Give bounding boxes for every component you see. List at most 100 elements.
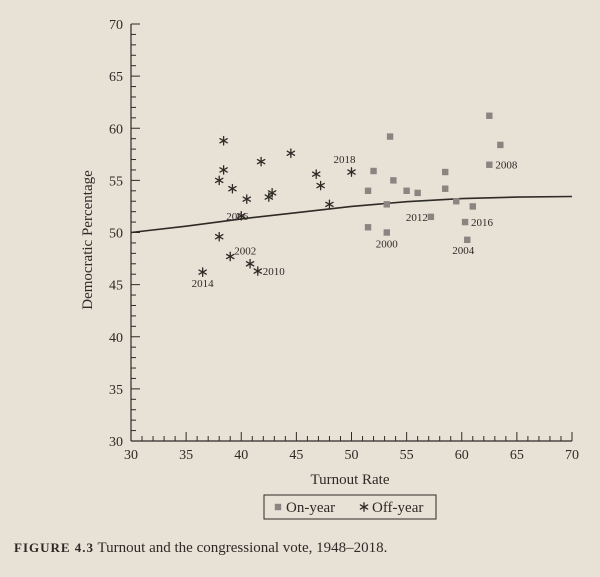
off-year-point [228, 183, 237, 194]
figure-caption-text: Turnout and the congressional vote, 1948… [97, 540, 388, 556]
asterisk-stroke [316, 182, 325, 189]
x-tick-label: 35 [179, 448, 193, 463]
on-year-point [453, 198, 460, 205]
on-year-point [427, 213, 435, 221]
y-tick-label: 30 [109, 435, 123, 450]
legend: On-year Off-year [263, 494, 437, 520]
trend-line [130, 195, 573, 234]
off-year-point [264, 192, 274, 202]
on-year-point [497, 141, 504, 149]
off-year-point [347, 167, 356, 177]
y-tick-label: 65 [109, 70, 123, 85]
asterisk-stroke [264, 194, 274, 200]
y-tick-label: 50 [109, 227, 123, 242]
asterisk-stroke [219, 138, 228, 144]
on-year-point [386, 133, 394, 140]
asterisk-stroke [286, 150, 296, 157]
asterisk-stroke [236, 213, 246, 219]
on-year-point [461, 218, 469, 226]
legend-on-year-marker [274, 503, 282, 511]
point-label: 2004 [452, 245, 475, 257]
trend-line-group [130, 195, 573, 234]
point-label: 2010 [263, 266, 286, 278]
off-year-point [242, 194, 252, 204]
on-year-point [486, 161, 493, 168]
on-year-point [364, 224, 372, 231]
off-year-point [214, 175, 224, 186]
off-year-point [253, 266, 263, 276]
on-year-point [364, 187, 372, 194]
off-year-point [219, 135, 228, 146]
asterisk-stroke [245, 261, 255, 267]
off-year-point [316, 180, 325, 191]
asterisk-stroke [325, 201, 334, 208]
off-year-point [311, 169, 321, 179]
asterisk-stroke [228, 185, 237, 192]
asterisk-stroke [225, 253, 235, 260]
asterisk-stroke [198, 269, 207, 275]
data-points [198, 112, 504, 277]
point-label: 2014 [192, 278, 215, 290]
x-tick-label: 70 [565, 448, 579, 463]
on-year-point [486, 112, 493, 119]
on-year-point [390, 177, 397, 184]
off-year-point [236, 210, 246, 221]
legend-box [263, 494, 437, 520]
axes: 30 35 40 45 50 55 60 65 70 30 35 40 45 50 55 60 65 70 [109, 18, 579, 463]
point-label: 2000 [376, 239, 399, 251]
asterisk-stroke [242, 196, 252, 202]
asterisk-stroke [214, 177, 224, 184]
asterisk-stroke [219, 167, 228, 173]
on-year-point [370, 167, 377, 175]
point-label: 2018 [334, 154, 357, 166]
x-tick-label: 40 [234, 448, 248, 463]
figure-number: FIGURE 4.3 [14, 540, 95, 555]
y-tick-label: 70 [109, 18, 123, 33]
x-tick-label: 65 [510, 448, 524, 463]
legend-on-year-label: On-year [286, 500, 335, 516]
y-tick-label: 45 [109, 279, 123, 294]
asterisk-stroke [359, 504, 369, 510]
off-year-point [198, 267, 207, 277]
x-tick-label: 50 [345, 448, 359, 463]
y-tick-label: 55 [109, 174, 123, 189]
legend-off-year-label: Off-year [372, 500, 423, 516]
point-label: 2008 [495, 160, 518, 172]
point-label: 2002 [234, 245, 256, 257]
point-label: 2016 [471, 217, 494, 229]
off-year-point [225, 251, 235, 262]
x-tick-label: 60 [455, 448, 469, 463]
off-year-point [256, 156, 266, 167]
point-label: 2012 [406, 212, 428, 224]
on-year-point [469, 203, 476, 210]
on-year-point [442, 168, 449, 176]
figure-caption: FIGURE 4.3 Turnout and the congressional… [14, 540, 387, 557]
y-tick-label: 60 [109, 122, 123, 137]
x-tick-label: 30 [124, 448, 138, 463]
point-label: 2006 [226, 211, 249, 223]
asterisk-stroke [214, 233, 224, 240]
y-tick-label: 35 [109, 383, 123, 398]
off-year-point [219, 165, 228, 175]
point-labels: 2012 2000 2016 2004 2008 2014 2002 2006 2010 2018 [192, 154, 518, 290]
on-year-point [383, 201, 390, 208]
asterisk-stroke [256, 158, 266, 165]
on-year-point [442, 185, 449, 192]
on-year-point [414, 189, 421, 197]
asterisk-stroke [267, 190, 277, 196]
off-year-point [286, 148, 296, 159]
on-year-point [383, 229, 390, 236]
on-year-point [464, 236, 471, 243]
asterisk-stroke [311, 171, 321, 177]
x-tick-label: 55 [400, 448, 414, 463]
off-year-point [325, 199, 334, 210]
y-axis-title: Democratic Percentage [80, 170, 96, 310]
asterisk-stroke [347, 169, 356, 175]
off-year-point [245, 258, 255, 269]
on-year-point [403, 187, 410, 194]
y-tick-label: 40 [109, 331, 123, 346]
off-year-point [214, 231, 224, 242]
asterisk-stroke [253, 268, 263, 274]
